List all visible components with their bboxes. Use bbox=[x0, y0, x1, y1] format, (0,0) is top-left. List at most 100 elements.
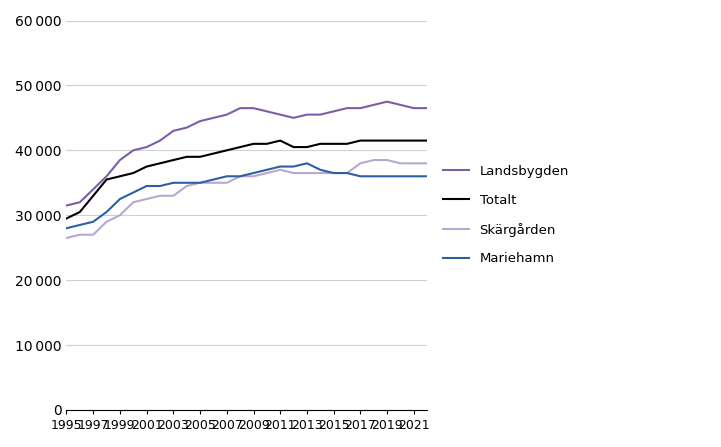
Totalt bbox=[289, 144, 298, 150]
Skärgården bbox=[249, 173, 258, 179]
Totalt bbox=[89, 193, 97, 198]
Landsbygden bbox=[182, 125, 191, 130]
Landsbygden bbox=[169, 128, 177, 134]
Totalt bbox=[249, 141, 258, 147]
Totalt bbox=[169, 157, 177, 163]
Totalt bbox=[195, 154, 204, 160]
Skärgården bbox=[356, 160, 365, 166]
Totalt bbox=[316, 141, 324, 147]
Totalt bbox=[369, 138, 378, 143]
Mariehamn bbox=[410, 173, 418, 179]
Landsbygden bbox=[262, 109, 271, 114]
Totalt bbox=[209, 151, 218, 156]
Mariehamn bbox=[169, 180, 177, 186]
Landsbygden bbox=[369, 102, 378, 108]
Skärgården bbox=[142, 196, 151, 202]
Totalt bbox=[129, 170, 138, 176]
Skärgården bbox=[76, 232, 84, 237]
Mariehamn bbox=[156, 183, 164, 189]
Mariehamn bbox=[182, 180, 191, 186]
Skärgården bbox=[316, 170, 324, 176]
Line: Mariehamn: Mariehamn bbox=[66, 163, 427, 228]
Mariehamn bbox=[249, 170, 258, 176]
Totalt bbox=[156, 160, 164, 166]
Mariehamn bbox=[423, 173, 431, 179]
Totalt bbox=[423, 138, 431, 143]
Totalt bbox=[262, 141, 271, 147]
Totalt bbox=[76, 209, 84, 215]
Skärgården bbox=[102, 219, 111, 224]
Skärgården bbox=[289, 170, 298, 176]
Mariehamn bbox=[262, 167, 271, 173]
Landsbygden bbox=[423, 105, 431, 111]
Landsbygden bbox=[249, 105, 258, 111]
Skärgården bbox=[383, 157, 392, 163]
Mariehamn bbox=[62, 226, 71, 231]
Landsbygden bbox=[195, 118, 204, 124]
Skärgården bbox=[342, 170, 351, 176]
Mariehamn bbox=[89, 219, 97, 224]
Landsbygden bbox=[342, 105, 351, 111]
Skärgården bbox=[223, 180, 231, 186]
Skärgården bbox=[262, 170, 271, 176]
Landsbygden bbox=[102, 173, 111, 179]
Legend: Landsbygden, Totalt, Skärgården, Mariehamn: Landsbygden, Totalt, Skärgården, Marieha… bbox=[438, 160, 574, 271]
Landsbygden bbox=[89, 186, 97, 192]
Skärgården bbox=[89, 232, 97, 237]
Landsbygden bbox=[303, 112, 311, 117]
Totalt bbox=[383, 138, 392, 143]
Landsbygden bbox=[410, 105, 418, 111]
Landsbygden bbox=[289, 115, 298, 121]
Mariehamn bbox=[76, 222, 84, 228]
Landsbygden bbox=[276, 112, 285, 117]
Mariehamn bbox=[276, 164, 285, 169]
Totalt bbox=[182, 154, 191, 160]
Totalt bbox=[223, 148, 231, 153]
Skärgården bbox=[329, 170, 338, 176]
Totalt bbox=[342, 141, 351, 147]
Landsbygden bbox=[76, 199, 84, 205]
Mariehamn bbox=[383, 173, 392, 179]
Mariehamn bbox=[303, 160, 311, 166]
Skärgården bbox=[195, 180, 204, 186]
Totalt bbox=[303, 144, 311, 150]
Skärgården bbox=[410, 160, 418, 166]
Line: Skärgården: Skärgården bbox=[66, 160, 427, 238]
Mariehamn bbox=[396, 173, 404, 179]
Skärgården bbox=[182, 183, 191, 189]
Totalt bbox=[356, 138, 365, 143]
Skärgården bbox=[423, 160, 431, 166]
Mariehamn bbox=[342, 170, 351, 176]
Mariehamn bbox=[369, 173, 378, 179]
Mariehamn bbox=[142, 183, 151, 189]
Mariehamn bbox=[129, 190, 138, 195]
Skärgården bbox=[169, 193, 177, 198]
Skärgården bbox=[369, 157, 378, 163]
Skärgården bbox=[209, 180, 218, 186]
Skärgården bbox=[129, 199, 138, 205]
Totalt bbox=[329, 141, 338, 147]
Skärgården bbox=[62, 235, 71, 240]
Landsbygden bbox=[129, 148, 138, 153]
Totalt bbox=[62, 216, 71, 221]
Mariehamn bbox=[102, 209, 111, 215]
Totalt bbox=[276, 138, 285, 143]
Totalt bbox=[142, 164, 151, 169]
Landsbygden bbox=[142, 144, 151, 150]
Totalt bbox=[115, 173, 124, 179]
Totalt bbox=[410, 138, 418, 143]
Totalt bbox=[396, 138, 404, 143]
Mariehamn bbox=[289, 164, 298, 169]
Line: Totalt: Totalt bbox=[66, 141, 427, 219]
Skärgården bbox=[156, 193, 164, 198]
Mariehamn bbox=[236, 173, 244, 179]
Mariehamn bbox=[223, 173, 231, 179]
Totalt bbox=[236, 144, 244, 150]
Landsbygden bbox=[356, 105, 365, 111]
Skärgården bbox=[115, 213, 124, 218]
Landsbygden bbox=[209, 115, 218, 121]
Mariehamn bbox=[195, 180, 204, 186]
Landsbygden bbox=[115, 157, 124, 163]
Mariehamn bbox=[329, 170, 338, 176]
Skärgården bbox=[236, 173, 244, 179]
